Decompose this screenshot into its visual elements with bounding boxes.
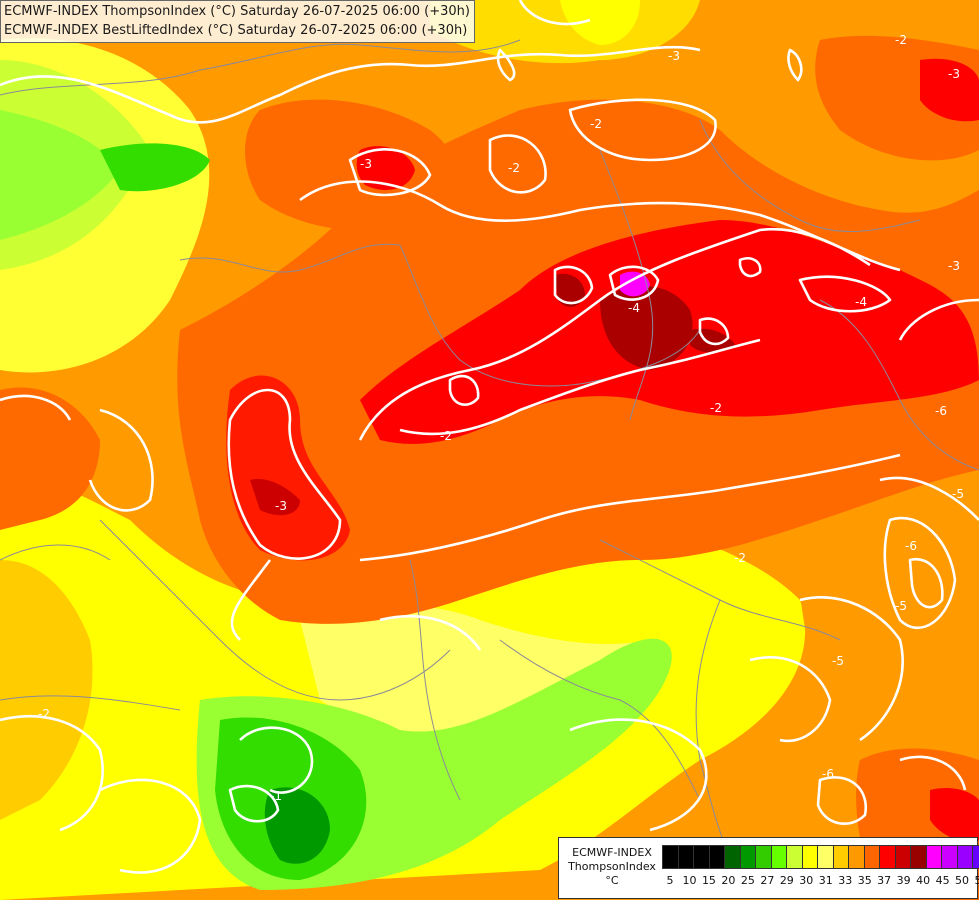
- legend-swatch: [957, 846, 973, 868]
- title-line-best-lifted-index: ECMWF-INDEX BestLiftedIndex (°C) Saturda…: [4, 23, 468, 38]
- legend-swatch: [895, 846, 911, 868]
- legend-tick-label: 30: [799, 874, 814, 887]
- legend-tick-label: 27: [760, 874, 775, 887]
- contour-label: -5: [895, 599, 907, 613]
- contour-label: -2: [38, 707, 50, 721]
- legend-swatch: [864, 846, 880, 868]
- legend-tick-label: 29: [779, 874, 794, 887]
- legend-swatch: [833, 846, 849, 868]
- contour-label: -6: [822, 767, 834, 781]
- contour-label: -3: [360, 157, 372, 171]
- legend-caption: ECMWF-INDEX ThompsonIndex °C: [563, 846, 661, 888]
- legend-swatch: [802, 846, 818, 868]
- legend-tick-label: 37: [877, 874, 892, 887]
- legend-swatch: [911, 846, 927, 868]
- legend-tick-label: 15: [701, 874, 716, 887]
- contour-label: -6: [905, 539, 917, 553]
- legend-tick-label: 55: [974, 874, 979, 887]
- country-borders: [0, 39, 979, 881]
- contour-labels: -2 -3 -4 -2 -3 -2 -3 -3 -4 -2 -3 -2 -6 -5 -5 -6 -2 -1 -2 -5…: [38, 33, 964, 803]
- contour-label: -3: [275, 499, 287, 513]
- title-line-thompson-index: ECMWF-INDEX ThompsonIndex (°C) Saturday …: [4, 4, 470, 19]
- contour-label: -5: [952, 487, 964, 501]
- legend-tick-label: 31: [818, 874, 833, 887]
- contour-label: -2: [440, 429, 452, 443]
- legend-tick-label: 33: [838, 874, 853, 887]
- legend-swatch: [849, 846, 865, 868]
- legend-tick-label: 20: [721, 874, 736, 887]
- legend-swatch: [740, 846, 756, 868]
- contour-label: -2: [710, 401, 722, 415]
- legend-tick-label: 40: [916, 874, 931, 887]
- contour-label: -2: [508, 161, 520, 175]
- legend-swatch: [709, 846, 725, 868]
- legend-swatch: [973, 846, 979, 868]
- legend-swatch: [880, 846, 896, 868]
- legend-swatch: [818, 846, 834, 868]
- legend-swatch: [694, 846, 710, 868]
- legend-swatch: [926, 846, 942, 868]
- contour-label: -2: [734, 551, 746, 565]
- contour-label: -6: [935, 404, 947, 418]
- lifted-index-contours: [0, 0, 979, 874]
- contour-label: -4: [628, 301, 640, 315]
- contour-label: -3: [948, 67, 960, 81]
- legend-tick-label: 39: [896, 874, 911, 887]
- legend-color-scale: [662, 845, 979, 869]
- legend-tick-label: 35: [857, 874, 872, 887]
- legend-swatch: [771, 846, 787, 868]
- legend-tick-label: 50: [955, 874, 970, 887]
- contour-label: -2: [590, 117, 602, 131]
- contour-label: -4: [855, 295, 867, 309]
- legend-swatch: [725, 846, 741, 868]
- contour-label: -1: [270, 789, 282, 803]
- legend-source: ECMWF-INDEX: [572, 846, 652, 859]
- contour-label: -3: [948, 259, 960, 273]
- legend-tick-label: 25: [740, 874, 755, 887]
- contour-label: -3: [668, 49, 680, 63]
- contour-label: -2: [895, 33, 907, 47]
- legend-swatch: [787, 846, 803, 868]
- color-legend: ECMWF-INDEX ThompsonIndex °C 5 10 15 20 25 27…: [558, 837, 979, 899]
- legend-tick-label: 5: [666, 874, 674, 887]
- map-title-box: ECMWF-INDEX ThompsonIndex (°C) Saturday …: [0, 0, 475, 43]
- legend-tick-label: 10: [682, 874, 697, 887]
- index-field-shading: [0, 0, 806, 900]
- legend-swatch: [756, 846, 772, 868]
- contour-label: -5: [832, 654, 844, 668]
- legend-swatch: [942, 846, 958, 868]
- legend-swatch: [678, 846, 694, 868]
- legend-tick-label: 45: [935, 874, 950, 887]
- legend-unit: °C: [605, 874, 619, 887]
- legend-variable: ThompsonIndex: [568, 860, 656, 873]
- legend-swatch: [663, 846, 679, 868]
